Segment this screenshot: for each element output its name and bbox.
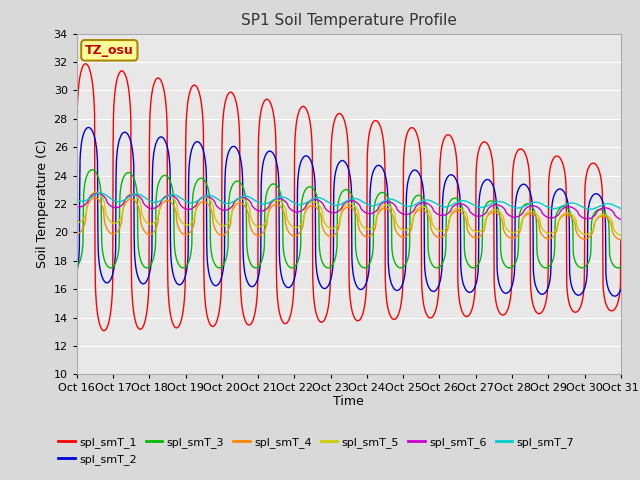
spl_smT_6 [617, 216, 625, 222]
X-axis label: Time: Time [333, 395, 364, 408]
spl_smT_3 [138, 259, 145, 265]
spl_smT_6 [325, 209, 333, 215]
spl_smT_1 [82, 61, 90, 67]
spl_smT_1 [617, 237, 625, 243]
spl_smT_6 [93, 191, 101, 196]
Y-axis label: Soil Temperature (C): Soil Temperature (C) [36, 140, 49, 268]
spl_smT_1 [305, 111, 312, 117]
spl_smT_3 [73, 264, 81, 270]
spl_smT_4 [304, 205, 312, 211]
spl_smT_3 [325, 265, 333, 271]
spl_smT_3 [617, 264, 625, 270]
spl_smT_6 [138, 196, 145, 202]
spl_smT_2 [73, 269, 81, 275]
spl_smT_5 [316, 203, 323, 208]
spl_smT_3 [316, 241, 323, 247]
spl_smT_4 [138, 222, 145, 228]
spl_smT_5 [304, 202, 312, 208]
spl_smT_5 [138, 207, 145, 213]
spl_smT_7 [73, 196, 81, 202]
spl_smT_1 [316, 318, 323, 324]
spl_smT_7 [383, 197, 390, 203]
spl_smT_7 [97, 190, 104, 196]
spl_smT_4 [73, 231, 81, 237]
Legend: spl_smT_1, spl_smT_2, spl_smT_3, spl_smT_4, spl_smT_5, spl_smT_6, spl_smT_7: spl_smT_1, spl_smT_2, spl_smT_3, spl_smT… [54, 433, 579, 469]
spl_smT_2 [383, 180, 390, 186]
spl_smT_7 [325, 200, 333, 205]
spl_smT_4 [617, 237, 625, 242]
spl_smT_2 [84, 125, 92, 131]
Line: spl_smT_7: spl_smT_7 [77, 193, 621, 209]
spl_smT_6 [115, 204, 123, 210]
spl_smT_3 [383, 192, 390, 198]
spl_smT_2 [617, 287, 625, 292]
spl_smT_7 [304, 199, 312, 204]
spl_smT_4 [115, 226, 123, 232]
spl_smT_6 [383, 199, 390, 204]
spl_smT_7 [138, 192, 145, 198]
spl_smT_4 [325, 233, 333, 239]
spl_smT_3 [614, 265, 622, 271]
spl_smT_3 [304, 184, 312, 190]
spl_smT_1 [100, 328, 108, 334]
Line: spl_smT_4: spl_smT_4 [77, 198, 621, 240]
spl_smT_2 [325, 281, 333, 287]
spl_smT_7 [617, 205, 625, 211]
spl_smT_5 [383, 202, 390, 208]
spl_smT_7 [115, 199, 123, 204]
spl_smT_2 [304, 154, 312, 159]
Line: spl_smT_2: spl_smT_2 [77, 128, 621, 296]
spl_smT_4 [316, 208, 323, 214]
spl_smT_4 [383, 205, 390, 211]
Line: spl_smT_5: spl_smT_5 [77, 192, 621, 235]
spl_smT_1 [116, 70, 124, 75]
spl_smT_2 [138, 280, 145, 286]
spl_smT_2 [115, 137, 123, 143]
spl_smT_1 [73, 194, 81, 200]
spl_smT_3 [115, 240, 123, 246]
spl_smT_7 [586, 206, 594, 212]
spl_smT_4 [91, 195, 99, 201]
spl_smT_3 [88, 167, 96, 173]
spl_smT_5 [325, 225, 333, 230]
spl_smT_5 [92, 189, 99, 195]
Line: spl_smT_1: spl_smT_1 [77, 64, 621, 331]
Text: TZ_osu: TZ_osu [85, 44, 134, 57]
spl_smT_6 [73, 204, 81, 209]
spl_smT_1 [383, 300, 391, 306]
spl_smT_2 [316, 279, 323, 285]
spl_smT_6 [304, 200, 312, 205]
spl_smT_7 [316, 195, 323, 201]
spl_smT_2 [611, 293, 618, 299]
spl_smT_6 [316, 198, 323, 204]
spl_smT_1 [138, 325, 146, 331]
spl_smT_5 [115, 217, 123, 223]
Title: SP1 Soil Temperature Profile: SP1 Soil Temperature Profile [241, 13, 457, 28]
spl_smT_5 [617, 232, 625, 238]
spl_smT_5 [73, 219, 81, 225]
spl_smT_1 [326, 296, 333, 301]
Line: spl_smT_3: spl_smT_3 [77, 170, 621, 268]
Line: spl_smT_6: spl_smT_6 [77, 193, 621, 219]
